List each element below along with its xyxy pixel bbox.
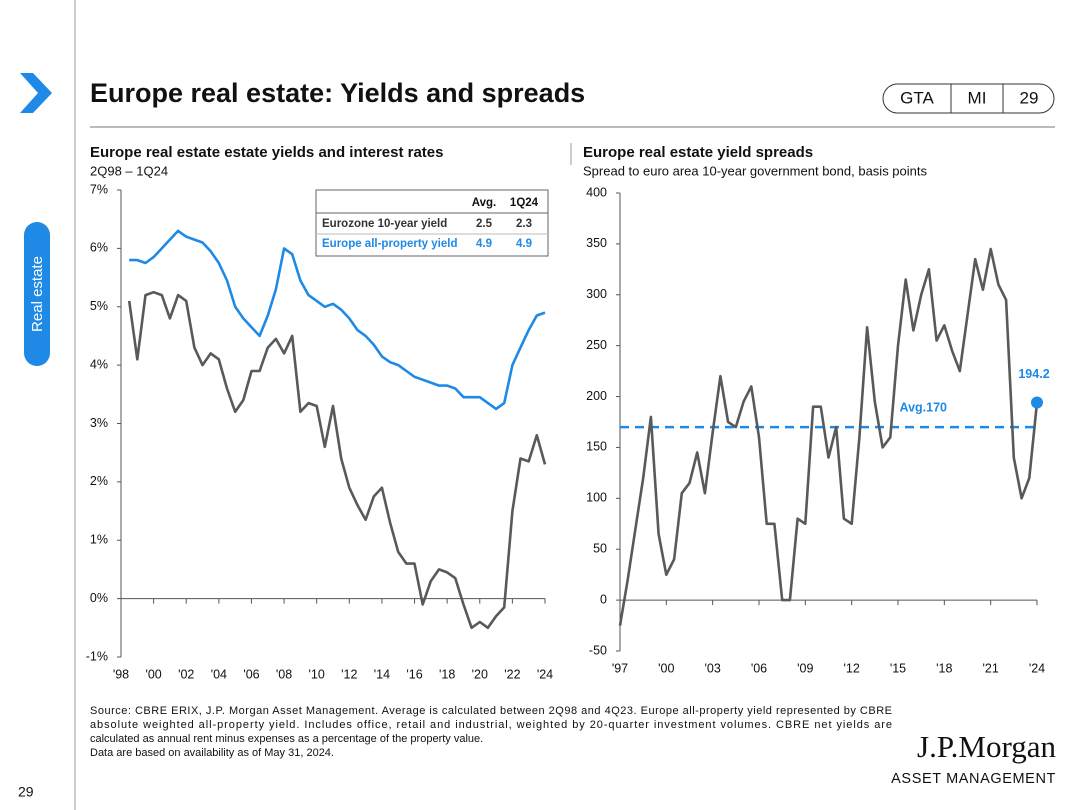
series-line [129, 229, 546, 411]
chart-subtitle: 2Q98 – 1Q24 [90, 163, 168, 178]
x-tick-label: '20 [472, 667, 488, 681]
x-tick-label: '12 [341, 667, 357, 681]
tag: MI [968, 88, 987, 107]
y-tick-label: 150 [586, 440, 607, 454]
x-tick-label: '03 [705, 661, 721, 675]
y-tick-label: 5% [90, 299, 108, 313]
source-line: Data are based on availability as of May… [90, 747, 334, 759]
x-tick-label: '00 [145, 667, 161, 681]
y-tick-label: -50 [589, 643, 607, 657]
x-tick-label: '98 [113, 667, 129, 681]
x-tick-label: '24 [537, 667, 553, 681]
end-point [1031, 396, 1043, 409]
legend-table [315, 189, 549, 257]
chart-title: Europe real estate yield spreads [583, 144, 813, 161]
legend-label: Eurozone 10-year yield [322, 218, 447, 230]
x-tick-label: '12 [844, 661, 860, 675]
table-header: 1Q24 [510, 197, 539, 209]
x-tick-label: '22 [504, 667, 520, 681]
table-value: 4.9 [476, 238, 492, 250]
section-label: Real estate [29, 256, 46, 332]
y-tick-label: 50 [593, 542, 607, 556]
table-header: Avg. [472, 197, 497, 209]
y-tick-label: 0% [90, 591, 108, 605]
y-tick-label: -1% [86, 649, 108, 663]
x-tick-label: '21 [983, 661, 999, 675]
table-value: 4.9 [516, 238, 532, 250]
chart-subtitle: Spread to euro area 10-year government b… [583, 163, 927, 178]
x-tick-label: '97 [612, 661, 628, 675]
tag-pill [882, 83, 1055, 114]
logo-subtitle: ASSET MANAGEMENT [891, 771, 1056, 787]
x-tick-label: '06 [243, 667, 259, 681]
table-value: 2.5 [476, 218, 493, 230]
table-value: 2.3 [516, 218, 532, 230]
value-label: 194.2 [1018, 367, 1049, 381]
x-tick-label: '16 [406, 667, 422, 681]
x-tick-label: '04 [211, 667, 227, 681]
tag: GTA [900, 88, 934, 107]
x-tick-label: '06 [751, 661, 767, 675]
x-tick-label: '00 [658, 661, 674, 675]
series-line [618, 247, 1039, 626]
slide-title: Europe real estate: Yields and spreads [90, 78, 585, 108]
x-tick-label: '08 [276, 667, 292, 681]
y-tick-label: 4% [90, 357, 108, 371]
logo-wordmark: J.P.Morgan [917, 729, 1056, 764]
y-tick-label: 350 [586, 236, 607, 250]
y-tick-label: 0 [600, 592, 607, 606]
y-tick-label: 6% [90, 241, 108, 255]
source-line: Source: CBRE ERIX, J.P. Morgan Asset Man… [90, 705, 892, 717]
y-tick-label: 400 [586, 185, 607, 199]
chart-title: Europe real estate estate yields and int… [90, 144, 444, 161]
x-tick-label: '18 [439, 667, 455, 681]
x-tick-label: '10 [309, 667, 325, 681]
x-tick-label: '14 [374, 667, 390, 681]
tag: 29 [1020, 88, 1039, 107]
x-tick-label: '18 [936, 661, 952, 675]
average-label: Avg.170 [900, 400, 948, 414]
section-tab [24, 222, 50, 366]
y-tick-label: 300 [586, 287, 607, 301]
y-tick-label: 100 [586, 491, 607, 505]
y-tick-label: 2% [90, 474, 108, 488]
x-tick-label: '09 [797, 661, 813, 675]
source-line: absolute weighted all-property yield. In… [90, 719, 892, 731]
x-tick-label: '02 [178, 667, 194, 681]
x-tick-label: '15 [890, 661, 906, 675]
y-tick-label: 7% [90, 182, 108, 196]
series-line [127, 290, 547, 630]
page-number: 29 [18, 784, 34, 800]
source-line: calculated as annual rent minus expenses… [90, 733, 483, 745]
chevron-icon [20, 73, 52, 113]
y-tick-label: 3% [90, 416, 108, 430]
y-tick-label: 200 [586, 389, 607, 403]
y-tick-label: 250 [586, 338, 607, 352]
y-tick-label: 1% [90, 533, 108, 547]
x-tick-label: '24 [1029, 661, 1045, 675]
legend-label: Europe all-property yield [322, 238, 457, 250]
